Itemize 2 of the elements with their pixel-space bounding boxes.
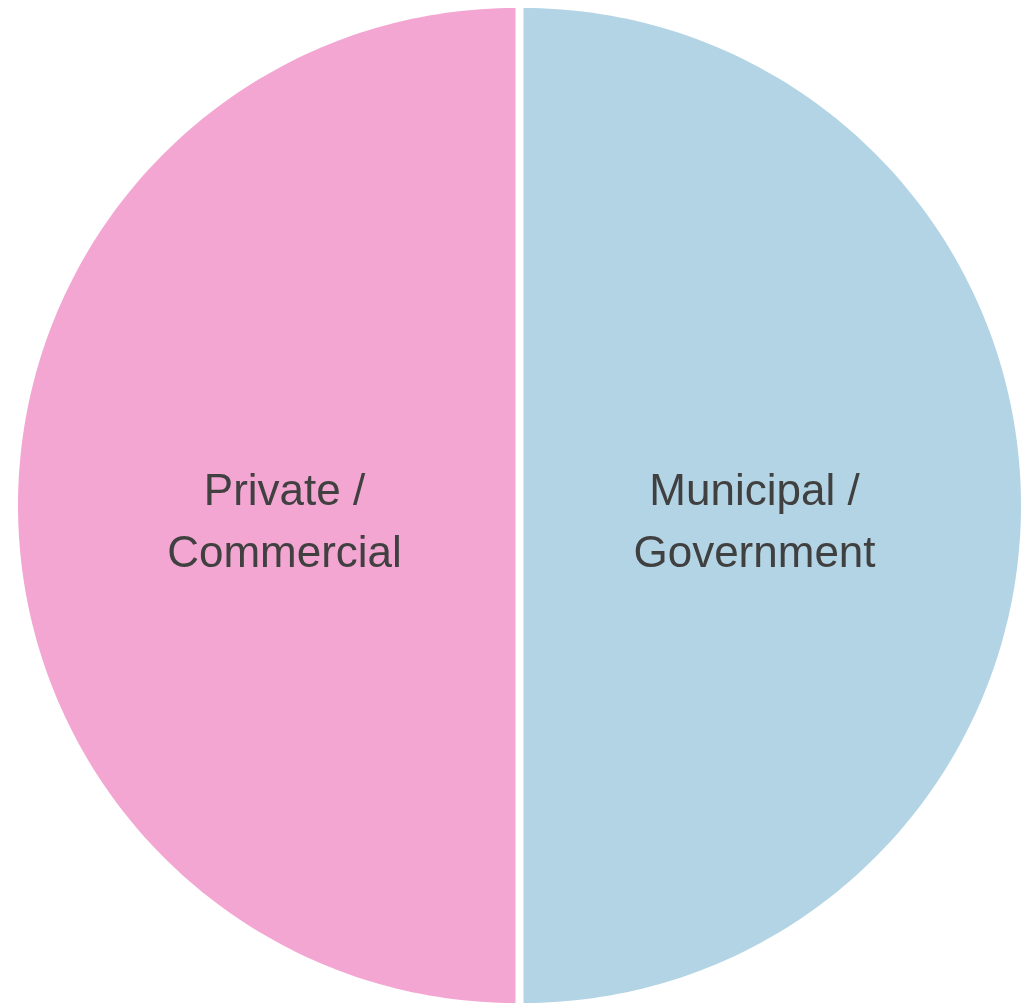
- slice-label: Private / Commercial: [167, 464, 402, 577]
- slice-label: Municipal / Government: [633, 464, 876, 577]
